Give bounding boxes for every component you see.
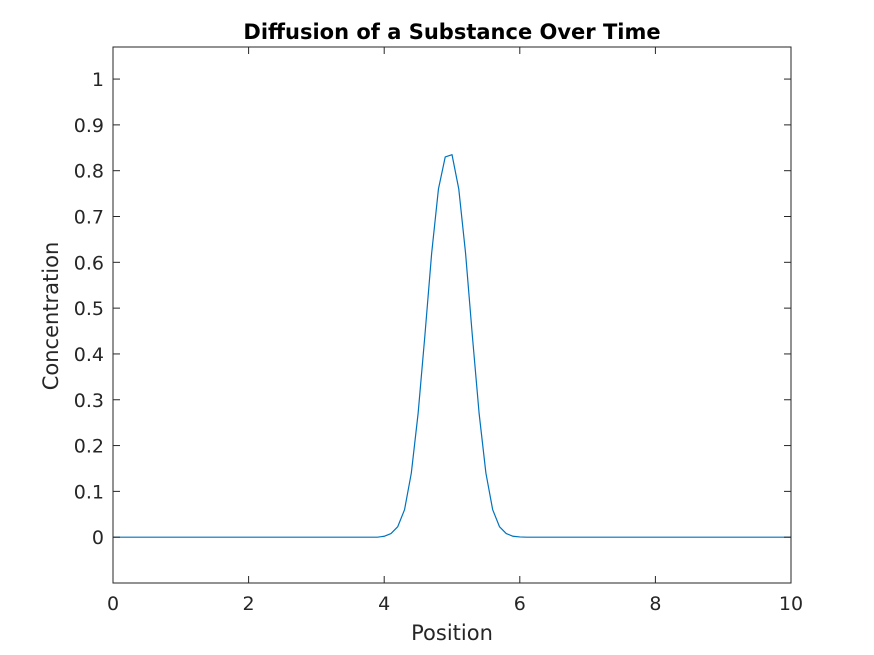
y-tick-label: 0.1 — [74, 481, 104, 503]
y-tick-label: 0.8 — [74, 161, 104, 183]
y-tick-label: 0.6 — [74, 252, 104, 274]
x-tick-label: 8 — [649, 593, 661, 615]
x-tick-label: 10 — [779, 593, 803, 615]
chart-title: Diffusion of a Substance Over Time — [243, 20, 660, 44]
y-axis-label: Concentration — [39, 242, 63, 391]
y-tick-label: 0.7 — [74, 207, 104, 229]
plot-area: 0 2 4 6 8 10 0 0.1 0.2 0.3 0.4 0.5 0.6 0.7 0.8 0.9 1 — [74, 46, 803, 615]
y-tick-label: 0.5 — [74, 298, 104, 320]
axes-box — [112, 46, 792, 584]
x-tick-label: 2 — [243, 593, 255, 615]
x-tick-label: 4 — [378, 593, 390, 615]
x-tick-label: 6 — [514, 593, 526, 615]
y-tick-label: 0 — [92, 527, 104, 549]
y-tick-label: 0.4 — [74, 344, 104, 366]
y-tick-label: 1 — [92, 69, 104, 91]
y-tick-label: 0.2 — [74, 436, 104, 458]
y-tick-label: 0.3 — [74, 390, 104, 412]
y-tick-label: 0.9 — [74, 115, 104, 137]
x-tick-label: 0 — [107, 593, 119, 615]
series-line-0 — [113, 154, 791, 538]
x-axis-label: Position — [411, 621, 493, 645]
